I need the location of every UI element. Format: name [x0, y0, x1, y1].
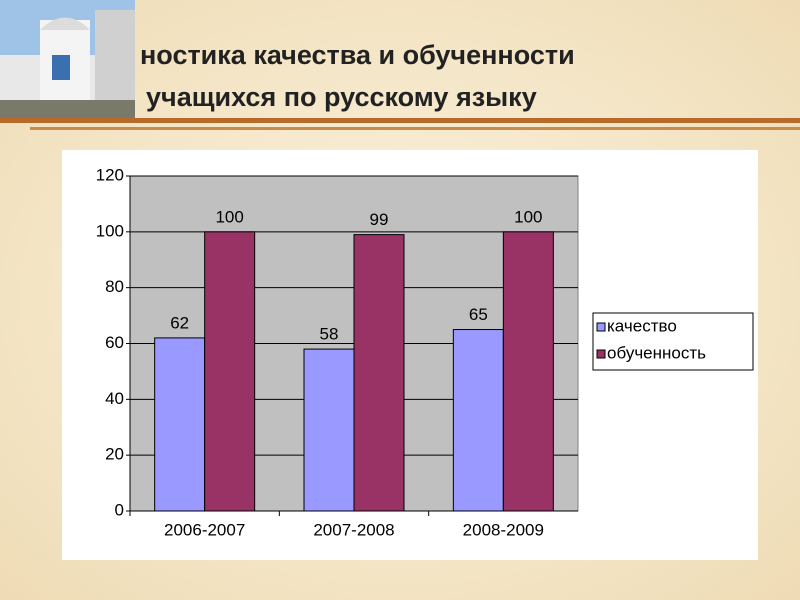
bar [204, 231, 256, 512]
y-tick-label: 100 [96, 221, 124, 240]
x-tick-label: 2007-2008 [313, 520, 394, 539]
value-label: 100 [215, 207, 243, 226]
y-tick-label: 60 [105, 333, 124, 352]
bar [502, 231, 554, 512]
y-tick-label: 0 [115, 500, 124, 519]
title-line: ностика качества и обученности [140, 40, 575, 70]
legend [592, 312, 754, 371]
photo [0, 0, 135, 118]
value-label: 99 [370, 210, 389, 229]
legend-label: обученность [607, 343, 706, 362]
title-line: учащихся по русскому языку [146, 82, 537, 112]
bar [452, 329, 504, 512]
bar [353, 234, 405, 512]
x-tick-label: 2006-2007 [164, 520, 245, 539]
y-tick-label: 40 [105, 389, 124, 408]
legend-label: качество [607, 316, 677, 335]
legend-swatch [596, 349, 606, 359]
y-tick-label: 120 [96, 165, 124, 184]
value-label: 62 [170, 313, 189, 332]
value-label: 100 [514, 207, 542, 226]
y-tick-label: 20 [105, 445, 124, 464]
x-tick-label: 2008-2009 [463, 520, 544, 539]
value-label: 58 [320, 325, 339, 344]
legend-swatch [596, 322, 606, 332]
y-tick-label: 80 [105, 277, 124, 296]
divider [0, 118, 800, 130]
value-label: 65 [469, 305, 488, 324]
bar [154, 337, 206, 512]
bar [303, 348, 355, 512]
